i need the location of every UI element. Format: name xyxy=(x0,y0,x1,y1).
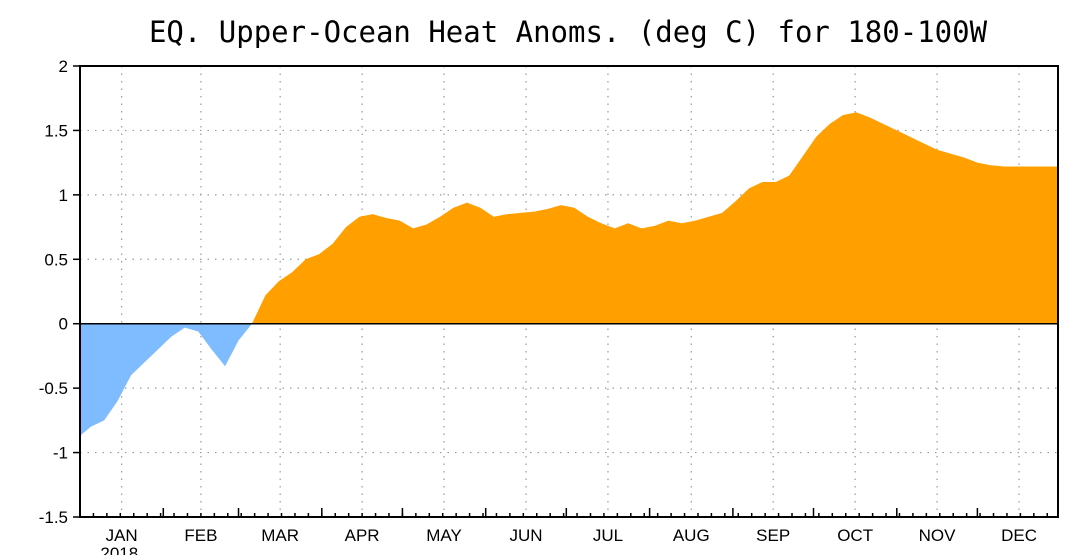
y-axis: -1.5 -1 -0.5 0 0.5 1 1.5 2 xyxy=(39,57,80,527)
y-tick-label: -1.5 xyxy=(39,508,68,527)
x-month-label: APR xyxy=(345,526,380,545)
y-tick-label: 2 xyxy=(59,57,68,76)
x-year-label: 2018 xyxy=(100,544,138,555)
y-tick-label: 1.5 xyxy=(44,121,68,140)
y-tick-label: 0.5 xyxy=(44,250,68,269)
x-month-label: AUG xyxy=(673,526,710,545)
x-month-label: DEC xyxy=(1001,526,1037,545)
y-tick-label: 1 xyxy=(59,186,68,205)
x-month-label: JUL xyxy=(593,526,623,545)
x-month-label: MAR xyxy=(261,526,299,545)
x-month-label: FEB xyxy=(184,526,217,545)
y-tick-label: -1 xyxy=(53,444,68,463)
x-month-label: JUN xyxy=(509,526,542,545)
plot-frame xyxy=(79,65,1059,518)
data-area xyxy=(80,112,1058,436)
y-tick-label: -0.5 xyxy=(39,379,68,398)
negative-anomaly-area xyxy=(80,323,252,436)
x-month-label: OCT xyxy=(837,526,873,545)
y-tick-label: 0 xyxy=(59,315,68,334)
x-month-label: SEP xyxy=(756,526,790,545)
x-axis: JAN FEB MAR APR MAY JUN JUL AUG SEP OCT NOV DEC 2018 xyxy=(79,508,1049,555)
chart-title: EQ. Upper-Ocean Heat Anoms. (deg C) for … xyxy=(149,15,988,49)
positive-anomaly-area xyxy=(251,112,1058,324)
x-month-label: MAY xyxy=(426,526,462,545)
x-month-label: NOV xyxy=(919,526,957,545)
x-month-label: JAN xyxy=(106,526,138,545)
